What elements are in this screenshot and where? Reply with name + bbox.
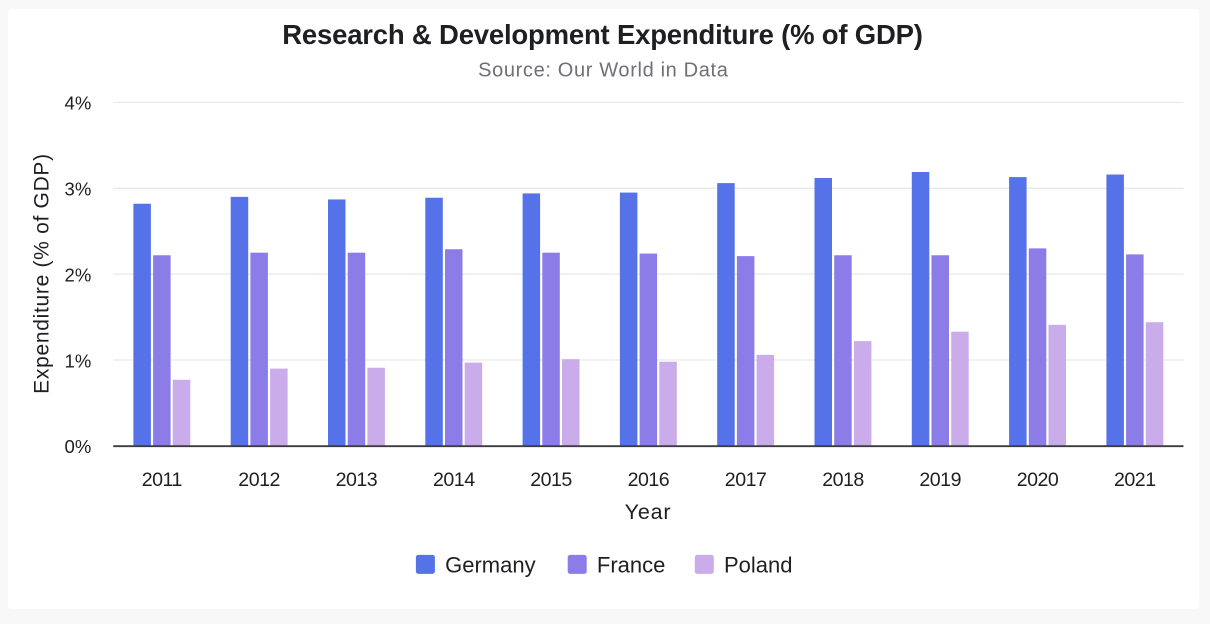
svg-text:4%: 4% [65,93,92,114]
svg-text:2018: 2018 [822,469,864,491]
svg-text:Research & Development Expendi: Research & Development Expenditure (% of… [282,19,922,50]
svg-text:2019: 2019 [919,469,961,491]
svg-text:2%: 2% [65,264,92,285]
svg-text:2016: 2016 [628,469,670,491]
svg-text:France: France [597,552,665,577]
svg-text:2021: 2021 [1114,469,1156,491]
svg-text:2014: 2014 [433,469,475,491]
svg-text:2017: 2017 [725,469,767,491]
svg-text:Germany: Germany [445,552,535,577]
svg-text:2020: 2020 [1017,469,1059,491]
svg-text:2015: 2015 [530,469,572,491]
svg-text:Poland: Poland [724,552,793,577]
svg-text:Source: Our World in Data: Source: Our World in Data [478,60,729,82]
svg-text:2011: 2011 [142,469,182,491]
svg-text:3%: 3% [65,179,92,200]
svg-text:Year: Year [625,500,672,524]
svg-text:0%: 0% [65,436,92,457]
svg-text:2013: 2013 [336,469,378,491]
svg-text:Expenditure (% of GDP): Expenditure (% of GDP) [31,153,54,394]
svg-text:2012: 2012 [238,469,280,491]
svg-text:1%: 1% [65,350,92,371]
